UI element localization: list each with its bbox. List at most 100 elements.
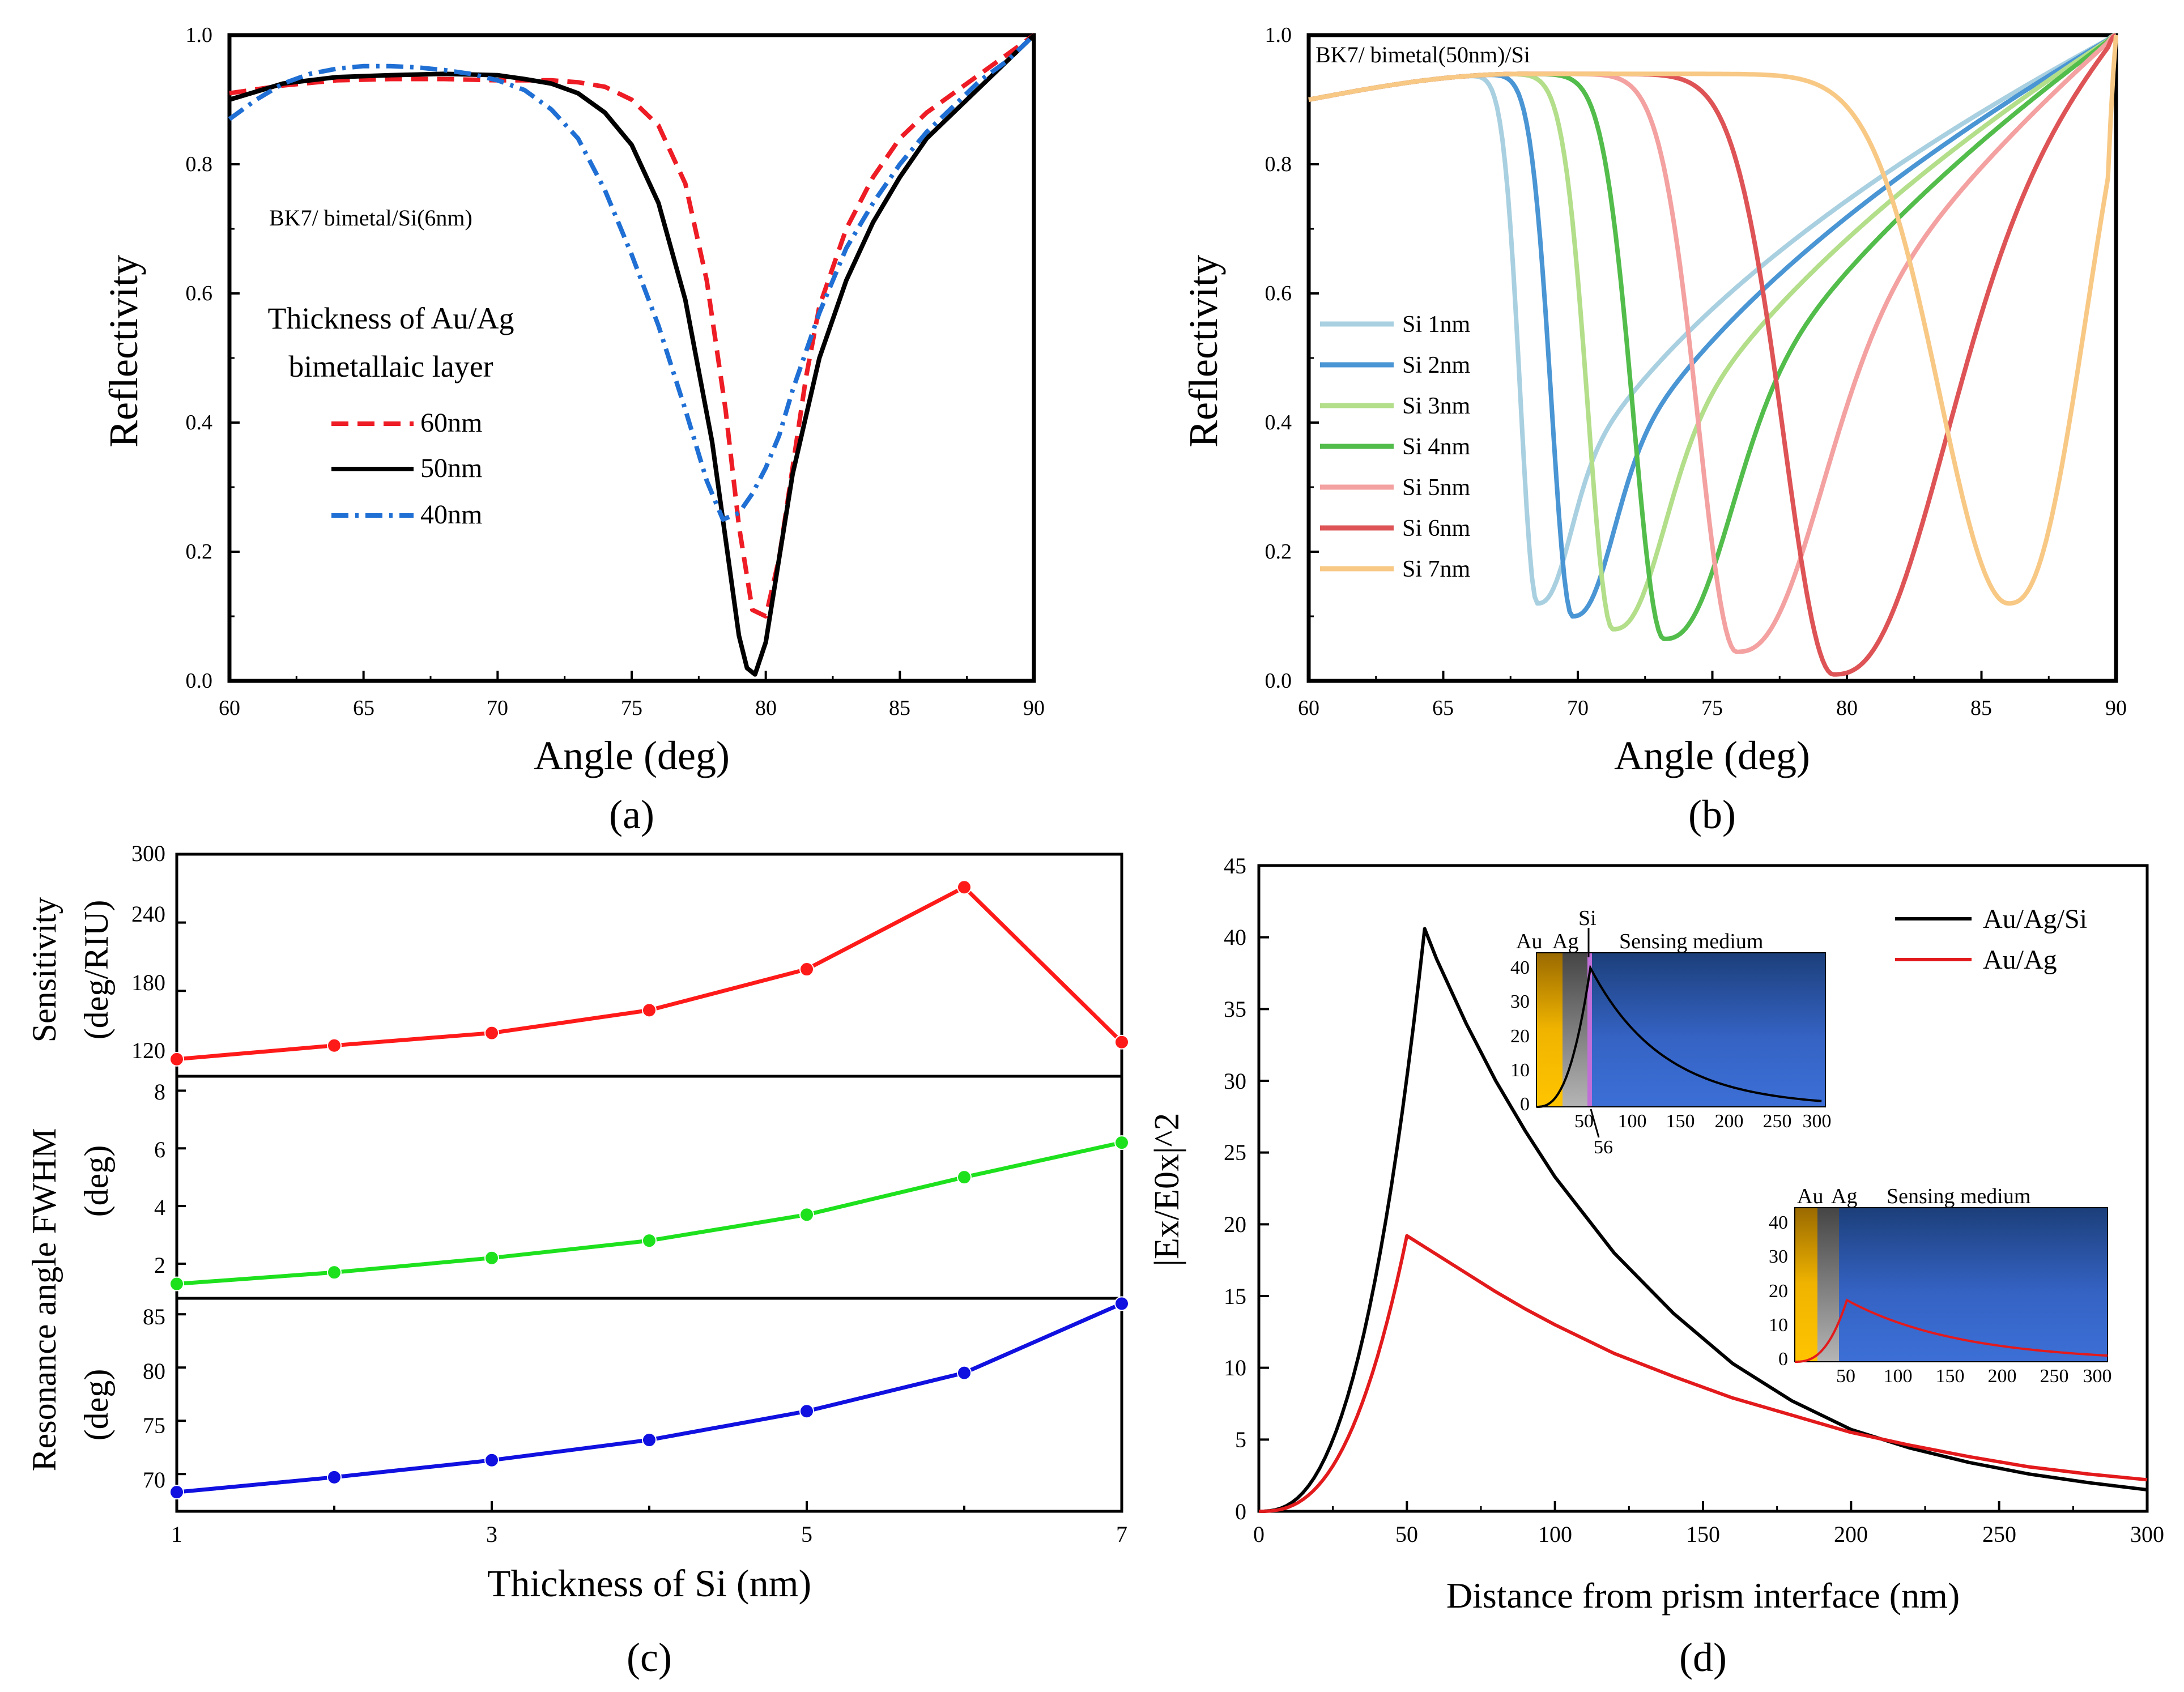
- inset-y-tick-label: 0: [1778, 1349, 1788, 1370]
- y-tick-label: 0.6: [186, 282, 213, 305]
- curves-b: [1308, 33, 2118, 677]
- x-tick-label: 150: [1686, 1521, 1720, 1547]
- data-point: [642, 1003, 657, 1018]
- x-tick-label: 65: [353, 696, 374, 720]
- y-tick-label: 120: [131, 1038, 165, 1063]
- legend-label-si-6nm: Si 6nm: [1402, 515, 1471, 542]
- data-point: [957, 1365, 972, 1380]
- data-point: [169, 1485, 184, 1500]
- x-axis-label-b: Angle (deg): [1614, 733, 1810, 778]
- legend-label-au-ag-si: Au/Ag/Si: [1983, 904, 2087, 934]
- legend-a: 60nm 50nm 40nm: [331, 408, 482, 530]
- inset-x-tick-label: 300: [1803, 1111, 1832, 1132]
- curves-d: [1258, 927, 2148, 1513]
- legend-title-a-line1: Thickness of Au/Ag: [268, 301, 514, 335]
- x-tick-label: 3: [486, 1521, 497, 1547]
- legend-label-si-5nm: Si 5nm: [1402, 475, 1471, 501]
- panel-a: 0.0 0.2 0.4 0.6 0.8 1.0 60 65 70 75 80 8…: [101, 23, 1045, 837]
- inset-label-si: Si: [1578, 906, 1597, 930]
- series-line-50nm: [228, 33, 1036, 677]
- x-tick-label: 100: [1538, 1521, 1572, 1547]
- inset-x-tick-label: 200: [1715, 1111, 1744, 1132]
- data-point: [327, 1265, 342, 1280]
- y-tick-label: 0.8: [186, 152, 213, 176]
- panel-c: 120 180 240 300 2 4 6 8 70 75 80 85 1 3 …: [25, 841, 1129, 1680]
- legend-label-si-4nm: Si 4nm: [1402, 434, 1471, 460]
- data-point: [484, 1250, 499, 1265]
- inset-x-tick-label: 100: [1884, 1366, 1913, 1387]
- legend-label-si-1nm: Si 1nm: [1402, 312, 1471, 338]
- x-axis-label-d: Distance from prism interface (nm): [1446, 1575, 1960, 1616]
- layer-sensing-medium: [1592, 953, 1825, 1107]
- y-axis-label-resonance-unit: (deg): [78, 1369, 115, 1441]
- legend-label-si-3nm: Si 3nm: [1402, 393, 1471, 419]
- inset-label-ag: Ag: [1831, 1184, 1857, 1208]
- y-tick-labels-c: 120 180 240 300 2 4 6 8 70 75 80 85: [131, 841, 165, 1493]
- x-tick-label: 200: [1834, 1521, 1868, 1547]
- panel-label-c: (c): [627, 1635, 672, 1680]
- x-tick-label: 70: [1567, 696, 1589, 720]
- inset-y-tick-label: 10: [1510, 1060, 1530, 1081]
- legend-label-60nm: 60nm: [420, 408, 482, 438]
- inset-x-tick-label: 150: [1936, 1366, 1965, 1387]
- inset-x-tick-label: 50: [1574, 1111, 1594, 1132]
- y-tick-label: 1.0: [186, 23, 213, 47]
- inset-curve-au-ag-si: [1536, 964, 1822, 1108]
- y-tick-label: 240: [131, 901, 165, 927]
- x-axis-label-c: Thickness of Si (nm): [487, 1562, 811, 1605]
- legend-label-50nm: 50nm: [420, 453, 482, 483]
- series-line-Si-7nm: [1308, 35, 2118, 606]
- x-tick-label: 85: [889, 696, 910, 720]
- y-tick-label: 80: [143, 1358, 165, 1384]
- inset-label-sensing-medium: Sensing medium: [1619, 930, 1763, 953]
- y-axis-label-d: |Ex/E0x|^2: [1148, 1113, 1186, 1267]
- data-point: [169, 1051, 184, 1067]
- y-tick-label: 2: [154, 1252, 165, 1278]
- data-point: [799, 1207, 814, 1222]
- data-point: [169, 1276, 184, 1292]
- y-tick-label: 8: [154, 1079, 165, 1105]
- data-point: [957, 1170, 972, 1185]
- panel-b: 0.0 0.2 0.4 0.6 0.8 1.0 60 65 70 75 80 8…: [1181, 23, 2127, 837]
- series-line-40nm: [228, 33, 1036, 522]
- y-axis-label-sensitivity-unit: (deg/RIU): [78, 900, 115, 1040]
- y-tick-label: 0.2: [186, 540, 213, 564]
- y-axis-label-b: Reflectivity: [1181, 255, 1226, 447]
- y-tick-label: 6: [154, 1137, 165, 1162]
- x-tick-label: 70: [487, 696, 508, 720]
- y-tick-label: 0: [1235, 1499, 1246, 1524]
- y-axis-label-fwhm-unit: (deg): [78, 1145, 115, 1217]
- y-tick-label: 25: [1224, 1140, 1246, 1165]
- inset-y-tick-label: 20: [1769, 1281, 1788, 1302]
- x-tick-label: 75: [621, 696, 642, 720]
- x-tick-labels-d: 0 50 100 150 200 250 300: [1253, 1521, 2164, 1547]
- data-point: [799, 962, 814, 977]
- series-line-1: [176, 1140, 1122, 1286]
- y-tick-label: 4: [154, 1195, 165, 1220]
- x-tick-label: 1: [171, 1521, 182, 1547]
- series-line-Au-Ag: [1258, 1234, 2148, 1513]
- inset-callout-label: 56: [1594, 1137, 1613, 1158]
- y-tick-label: 0.8: [1265, 152, 1292, 176]
- inset-y-tick-label: 40: [1510, 957, 1530, 978]
- y-tick-label: 40: [1224, 924, 1246, 950]
- y-axis-label-a: Reflectivity: [101, 255, 146, 447]
- data-point: [1114, 1135, 1129, 1150]
- y-tick-label: 15: [1224, 1284, 1246, 1309]
- x-tick-label: 85: [1970, 696, 1992, 720]
- y-tick-label: 70: [143, 1467, 165, 1493]
- inset-y-tick-label: 20: [1510, 1026, 1530, 1047]
- inset-frame: [1794, 1207, 2108, 1362]
- inset1-x-tick-labels: 50 100 150 200 250 300 56: [1574, 1111, 1832, 1158]
- data-point: [642, 1233, 657, 1248]
- x-tick-label: 50: [1395, 1521, 1418, 1547]
- x-tick-label: 80: [755, 696, 777, 720]
- legend-label-si-2nm: Si 2nm: [1402, 352, 1471, 378]
- data-point: [484, 1025, 499, 1041]
- subplot-frame-sensitivity: [175, 853, 1123, 1078]
- data-point: [327, 1038, 342, 1053]
- tick-marks-c: [176, 853, 1123, 1511]
- x-tick-label: 250: [1982, 1521, 2016, 1547]
- x-tick-label: 300: [2130, 1521, 2164, 1547]
- data-point: [327, 1469, 342, 1485]
